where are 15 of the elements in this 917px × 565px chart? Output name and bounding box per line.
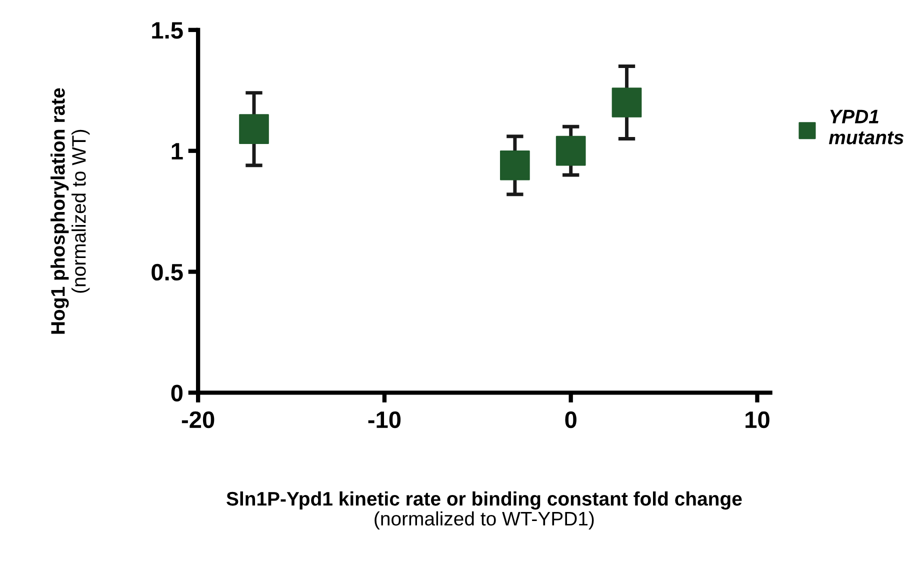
y-tick-label: 1	[172, 143, 183, 160]
y-tick-label: 0	[171, 384, 183, 402]
point	[556, 136, 586, 166]
point	[612, 88, 642, 118]
point	[239, 114, 269, 144]
x-tick-label: -20	[182, 411, 214, 428]
y-axis-title: Hog1 phosphorylation rate (normalized to WT)	[50, 88, 90, 334]
x-tick-label: 0	[565, 411, 576, 428]
legend-label: YPD1 mutants	[828, 110, 904, 144]
x-tick-label: -10	[368, 411, 401, 428]
x-tick-label: 10	[746, 411, 770, 428]
x-axis-title: Sln1P-Ypd1 kinetic rate or binding constant fold change (normalized to WT-YPD1)	[226, 491, 742, 530]
y-tick-label: 1.5	[152, 22, 183, 39]
point	[500, 150, 530, 180]
y-tick-label: 0.5	[152, 264, 183, 281]
